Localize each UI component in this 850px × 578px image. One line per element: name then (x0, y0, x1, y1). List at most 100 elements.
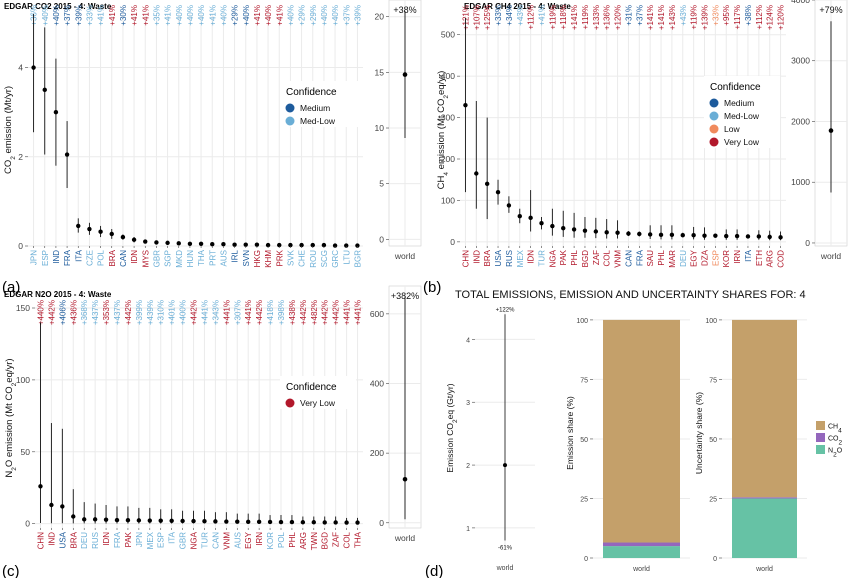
x-tick-label: DEU (80, 532, 89, 549)
x-tick-label: NGA (548, 249, 557, 267)
uncertainty-label: +41% (130, 5, 139, 26)
y-axis-label: N2O emission (Mt CO2eq/yr) (4, 358, 18, 477)
legend-marker (285, 116, 295, 126)
x-tick-label: HKG (253, 250, 262, 267)
uncertainty-label: +33% (711, 5, 720, 26)
uncertainty-label: +41% (108, 5, 117, 26)
uncertainty-label: +143% (668, 5, 677, 30)
y-tick-label: 200 (441, 154, 455, 164)
uncertainty-label: +40% (186, 5, 195, 26)
y-tick-label: 0 (379, 234, 384, 244)
x-tick-label: DZA (701, 249, 710, 266)
x-tick-label: BRA (69, 531, 78, 548)
legend-label: Very Low (300, 398, 336, 408)
legend-label: Medium (724, 98, 754, 108)
data-point (109, 231, 114, 237)
uncertainty-label: +121% (461, 5, 470, 30)
uncertainty-label: +120% (614, 5, 623, 30)
panel-title: EDGAR CO2 2015 - 4: Waste (4, 2, 112, 11)
x-tick-label: GBR (179, 532, 188, 550)
data-point (235, 519, 240, 524)
y-tick-label: 25 (580, 496, 588, 503)
legend-label: CH4 (828, 424, 842, 435)
uncertainty-label: +33% (494, 5, 503, 26)
world-data-point (828, 128, 834, 133)
data-point (561, 225, 566, 231)
data-point (82, 517, 87, 522)
data-point (191, 518, 196, 524)
x-tick-label: FRA (113, 531, 122, 548)
uncertainty-label: +40% (175, 5, 184, 26)
x-tick-label: IND (47, 532, 56, 546)
legend-marker (709, 98, 719, 108)
x-tick-label: TUR (200, 532, 209, 549)
x-tick-label: BGD (321, 532, 330, 550)
x-tick-label: BGR (353, 250, 362, 268)
uncertainty-label: +442% (190, 300, 199, 325)
x-tick-label: JPN (30, 250, 39, 265)
uncertainty-label: +442% (299, 300, 308, 325)
y-tick-label: 1000 (791, 177, 810, 187)
data-point (76, 223, 81, 229)
x-tick-label: AUS (219, 250, 228, 266)
x-tick-label: ROU (309, 250, 318, 268)
y-tick-label: 20 (375, 12, 385, 22)
data-point (647, 232, 653, 237)
panel-title: EDGAR N2O 2015 - 4: Waste (4, 290, 112, 299)
panel-b: EDGAR CH4 2015 - 4: Waste (b) CH4 emission… (423, 0, 848, 296)
data-point (322, 520, 327, 525)
data-point (243, 242, 248, 247)
panel-d: TOTAL EMISSIONS, EMISSION AND UNCERTAINT… (425, 289, 843, 578)
world-uncertainty-label: +38% (393, 5, 416, 15)
uncertainty-label: +442% (255, 300, 264, 325)
uncertainty-label: +442% (47, 300, 56, 325)
data-point (278, 519, 284, 525)
uncertainty-label: +136% (603, 5, 612, 30)
data-point (103, 517, 109, 522)
y-tick-label: 200 (370, 448, 384, 458)
data-point (713, 233, 718, 238)
uncertainty-label: +37% (635, 5, 644, 26)
uncertainty-label: +399% (135, 300, 144, 325)
panel-letter: (a) (2, 279, 20, 296)
uncertainty-label: +40% (264, 5, 273, 26)
uncertainty-label: +441% (244, 300, 253, 325)
data-point (658, 232, 664, 238)
x-tick-label: EGY (690, 249, 699, 267)
y-tick-label: 4000 (791, 0, 810, 5)
y-axis-label: Emission CO2eq (Gt/yr) (445, 383, 459, 472)
data-point (53, 109, 59, 115)
uncertainty-label: +442% (332, 300, 341, 325)
x-tick-label: world (755, 566, 773, 573)
legend-marker (709, 124, 719, 134)
legend-label: Low (724, 124, 740, 134)
x-tick-label: PAK (124, 531, 133, 547)
legend-label: Med-Low (300, 116, 336, 126)
x-tick-label: IDN (130, 250, 139, 264)
x-tick-label: world (394, 251, 416, 261)
x-tick-label: FRA (63, 249, 72, 266)
x-tick-label: ARG (766, 250, 775, 267)
data-point (246, 519, 251, 525)
y-tick-label: 2 (18, 152, 23, 162)
data-point (778, 235, 783, 240)
x-tick-label: MAR (668, 250, 677, 268)
uncertainty-label: +37% (63, 5, 72, 26)
data-point (221, 242, 226, 247)
x-tick-label: IRN (255, 532, 264, 546)
data-point (321, 242, 327, 248)
data-point (680, 233, 685, 238)
share-bar-segment (603, 542, 680, 547)
uncertainty-label: +343% (211, 300, 220, 325)
legend-swatch (816, 421, 825, 430)
x-tick-label: IND (472, 250, 481, 264)
data-point (165, 240, 170, 246)
uncertainty-label: +307% (233, 300, 242, 325)
share-bar-segment (603, 319, 680, 543)
uncertainty-label: +141% (646, 5, 655, 30)
x-tick-label: JPN (135, 532, 144, 547)
uncertainty-label: +120% (777, 5, 786, 30)
y-tick-label: 1 (466, 526, 470, 533)
x-tick-label: PAK (559, 249, 568, 265)
uncertainty-label: +35% (152, 5, 161, 26)
